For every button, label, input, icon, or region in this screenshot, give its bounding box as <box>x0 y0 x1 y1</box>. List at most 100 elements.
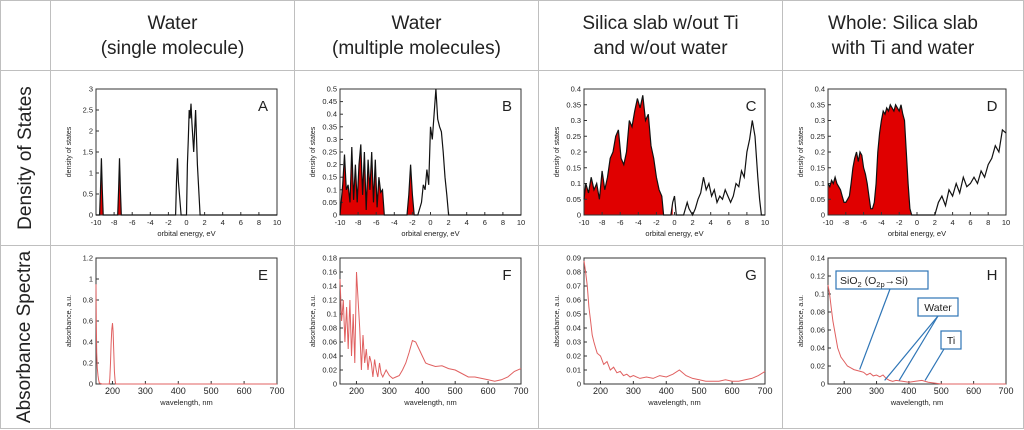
y-tick-label: 0.4 <box>815 85 825 94</box>
x-tick-label: 300 <box>869 386 884 396</box>
panel-label: C <box>746 98 757 115</box>
x-tick-label: -8 <box>111 218 118 227</box>
y-tick-label: 0.25 <box>322 148 337 157</box>
x-tick-label: 0 <box>428 218 432 227</box>
y-tick-label: 0.35 <box>322 122 337 131</box>
x-tick-label: -4 <box>878 218 885 227</box>
axes-frame <box>339 257 522 385</box>
y-tick-label: 0.4 <box>83 338 93 347</box>
y-tick-label: 0 <box>333 211 337 220</box>
header-line1: Silica slab w/out Ti <box>582 12 739 34</box>
y-tick-label: 0.02 <box>322 366 337 375</box>
dos-fill-area <box>584 95 673 215</box>
x-tick-label: 700 <box>998 386 1013 396</box>
annotation-box-sio2 <box>835 270 929 290</box>
y-tick-label: 0.04 <box>810 344 825 353</box>
x-tick-label: 400 <box>171 386 186 396</box>
y-tick-label: 0.35 <box>566 100 581 109</box>
y-tick-label: 0.05 <box>322 198 337 207</box>
y-tick-label: 0.3 <box>571 116 581 125</box>
x-tick-label: 2 <box>691 218 695 227</box>
x-tick-label: 6 <box>483 218 487 227</box>
x-tick-label: -4 <box>635 218 642 227</box>
y-tick-label: 0.18 <box>322 254 337 263</box>
y-tick-label: 0.35 <box>810 100 825 109</box>
row-label-abs: Absorbance Spectra <box>0 245 51 429</box>
y-tick-label: 0.3 <box>815 116 825 125</box>
header-silica-slab: Silica slab w/out Ti and w/out water <box>538 0 783 71</box>
chart-D: -10 -8 -6 -4 -2 0 2 4 6 8 10 0 0.05 0.1 0.15 0.2 0.25 0.3… <box>798 85 1010 239</box>
series-line <box>583 95 765 217</box>
x-tick-label: 300 <box>382 386 397 396</box>
x-tick-label: 10 <box>761 218 769 227</box>
panel-C: -10 -8 -6 -4 -2 0 2 4 6 8 10 0 0.05 0.1 0.15 0.2 0.25 0.3… <box>538 70 783 246</box>
y-tick-label: 1.5 <box>83 148 93 157</box>
y-tick-label: 0 <box>821 380 825 389</box>
x-tick-label: 700 <box>757 386 772 396</box>
panel-G: 200 300 400 500 600 700 0 0.01 0.02 0.03 0.04 0.05 0… <box>538 245 783 429</box>
x-tick-label: -4 <box>391 218 398 227</box>
panel-label: A <box>258 98 268 115</box>
annotation-arrow-sio2 <box>859 288 891 370</box>
panel-H: 200 300 400 500 600 700 0 0.02 0.04 0.06 0.08 0.1 0.… <box>782 245 1024 429</box>
x-tick-label: -6 <box>617 218 624 227</box>
annotation-arrow-water <box>884 315 939 381</box>
x-tick-label: 200 <box>837 386 852 396</box>
series-line <box>96 103 277 216</box>
series-line <box>339 271 522 382</box>
x-tick-label: 0 <box>672 218 676 227</box>
x-tick-label: 500 <box>448 386 463 396</box>
x-axis-label: orbital energy, eV <box>401 229 459 238</box>
header-line1: Water <box>147 12 198 34</box>
y-tick-label: 0.02 <box>810 362 825 371</box>
panel-label: B <box>502 98 512 115</box>
x-tick-label: -4 <box>147 218 154 227</box>
x-tick-label: 8 <box>257 218 261 227</box>
y-tick-label: 0.14 <box>810 254 825 263</box>
chart-H: 200 300 400 500 600 700 0 0.02 0.04 0.06 0.08 0.1 0.… <box>798 254 1014 408</box>
y-tick-label: 0.08 <box>810 308 825 317</box>
series-line <box>339 88 521 216</box>
x-tick-label: -8 <box>842 218 849 227</box>
y-tick-label: 0.2 <box>815 148 825 157</box>
x-tick-label: -2 <box>896 218 903 227</box>
x-tick-label: 4 <box>951 218 955 227</box>
y-axis-label: density of states <box>554 126 561 177</box>
x-tick-label: 8 <box>986 218 990 227</box>
y-tick-label: 0.04 <box>566 324 581 333</box>
y-tick-label: 0.05 <box>566 310 581 319</box>
y-tick-label: 0.25 <box>566 132 581 141</box>
x-tick-label: 200 <box>593 386 608 396</box>
x-tick-label: 200 <box>105 386 120 396</box>
x-tick-label: 0 <box>184 218 188 227</box>
y-tick-label: 0.3 <box>327 135 337 144</box>
x-tick-label: 6 <box>968 218 972 227</box>
y-tick-label: 2 <box>89 127 93 136</box>
x-tick-label: -6 <box>860 218 867 227</box>
y-tick-label: 1.2 <box>83 254 93 263</box>
y-tick-label: 0.08 <box>566 268 581 277</box>
x-tick-label: 6 <box>727 218 731 227</box>
header-water-multiple: Water (multiple molecules) <box>294 0 539 71</box>
x-tick-label: 500 <box>934 386 949 396</box>
y-tick-label: 0.03 <box>566 338 581 347</box>
y-axis-label: absorbance, a.u. <box>310 295 317 347</box>
x-axis-label: wavelength, nm <box>159 398 213 407</box>
y-tick-label: 1 <box>89 275 93 284</box>
y-tick-label: 0.12 <box>810 272 825 281</box>
y-tick-label: 0.12 <box>322 296 337 305</box>
y-tick-label: 0.15 <box>810 163 825 172</box>
x-tick-label: -2 <box>165 218 172 227</box>
y-axis-label: density of states <box>798 126 805 177</box>
y-tick-label: 1 <box>89 169 93 178</box>
x-tick-label: -8 <box>355 218 362 227</box>
annotation-arrow-ti <box>924 348 945 381</box>
x-tick-label: -2 <box>653 218 660 227</box>
y-tick-label: 0.1 <box>327 185 337 194</box>
y-tick-label: 0.01 <box>566 366 581 375</box>
y-tick-label: 0.06 <box>810 326 825 335</box>
x-tick-label: -2 <box>409 218 416 227</box>
axes-frame <box>583 257 766 385</box>
x-tick-label: 2 <box>203 218 207 227</box>
